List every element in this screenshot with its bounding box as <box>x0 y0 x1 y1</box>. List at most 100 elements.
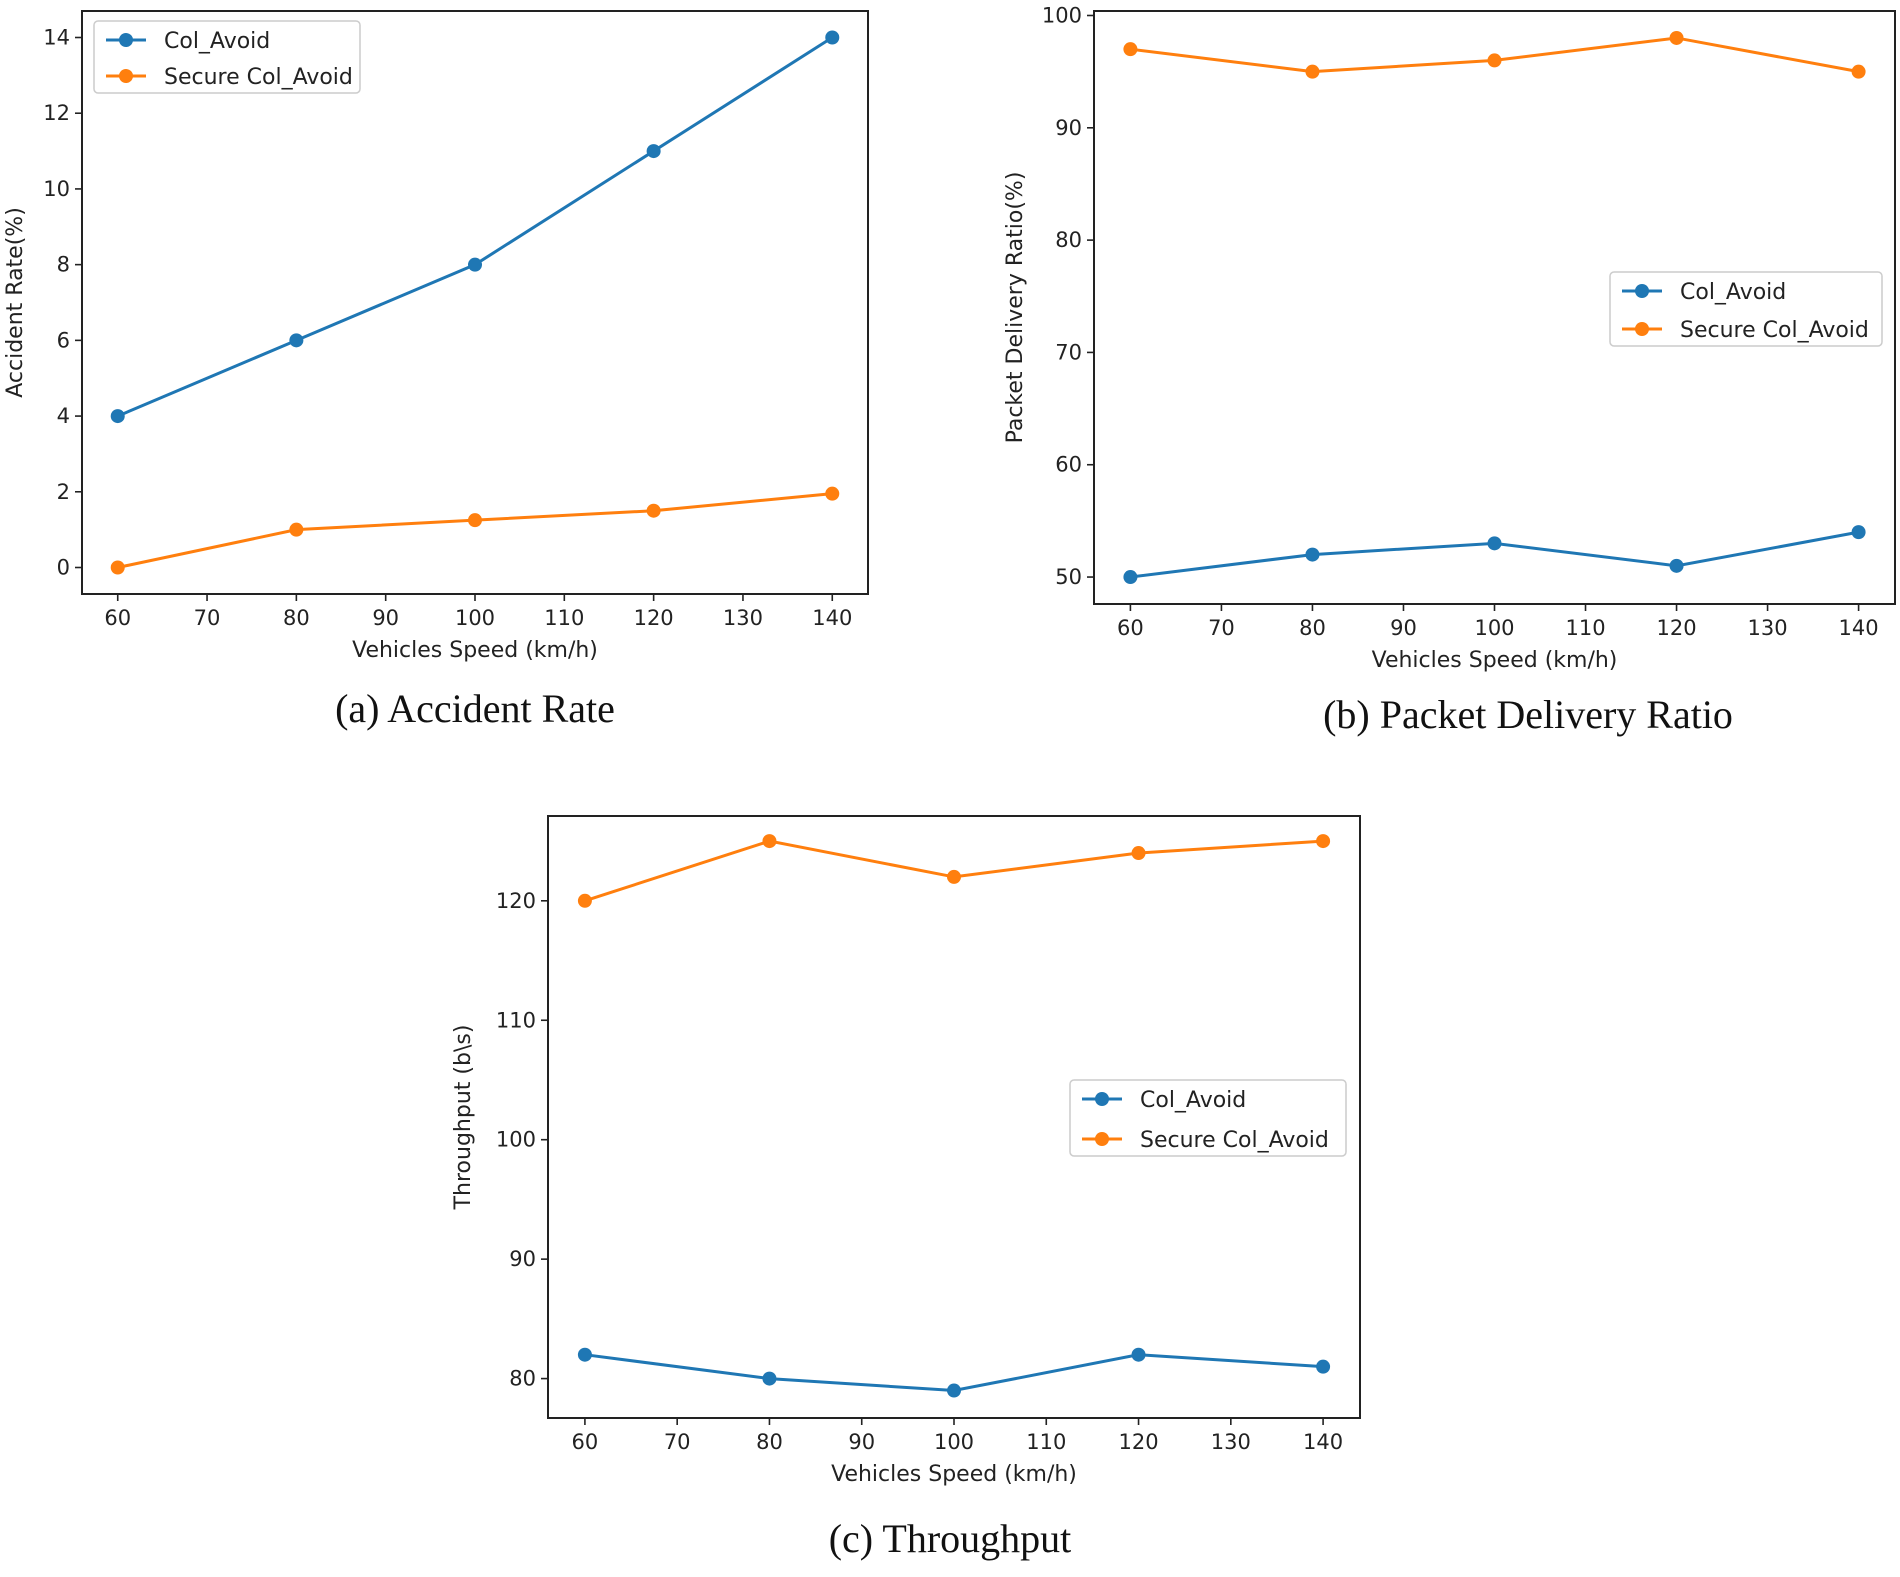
x-tick-label: 60 <box>1117 616 1144 640</box>
x-axis-label: Vehicles Speed (km/h) <box>352 638 598 663</box>
y-tick-label: 90 <box>509 1247 536 1271</box>
legend-label-col-avoid: Col_Avoid <box>1140 1088 1246 1113</box>
x-tick-label: 70 <box>194 606 221 630</box>
data-point-col-avoid <box>1851 525 1866 540</box>
legend-marker-secure-col-avoid <box>1635 322 1649 336</box>
legend-box <box>1609 271 1883 347</box>
x-tick-label: 90 <box>372 606 399 630</box>
x-tick-label: 140 <box>812 606 852 630</box>
series-line-col-avoid <box>117 36 834 418</box>
y-tick-label: 80 <box>509 1367 536 1391</box>
data-point-col-avoid <box>825 30 840 45</box>
x-tick-label: 110 <box>1565 616 1605 640</box>
y-tick-label: 2 <box>57 480 70 504</box>
y-tick-label: 10 <box>43 177 70 201</box>
data-point-col-avoid <box>1123 570 1138 585</box>
x-tick-label: 120 <box>1118 1430 1158 1454</box>
legend-marker-col-avoid <box>1095 1092 1109 1106</box>
data-point-secure-col-avoid <box>1669 30 1684 45</box>
panel-caption: (a) Accident Rate <box>335 686 615 731</box>
y-tick-label: 90 <box>1055 116 1082 140</box>
legend-label-secure-col-avoid: Secure Col_Avoid <box>1140 1128 1329 1153</box>
y-tick-label: 60 <box>1055 453 1082 477</box>
x-tick-label: 120 <box>634 606 674 630</box>
legend-label-secure-col-avoid: Secure Col_Avoid <box>1680 318 1869 343</box>
x-tick-label: 70 <box>1208 616 1235 640</box>
legend-label-col-avoid: Col_Avoid <box>1680 280 1786 305</box>
x-tick-label: 60 <box>572 1430 599 1454</box>
data-point-col-avoid <box>110 409 125 424</box>
y-axis-label: Packet Delivery Ratio(%) <box>1003 172 1028 444</box>
y-tick-label: 6 <box>57 328 70 352</box>
legend-box <box>93 20 361 94</box>
data-point-secure-col-avoid <box>947 869 961 884</box>
y-tick-label: 120 <box>496 889 536 913</box>
data-point-col-avoid <box>289 333 304 348</box>
y-tick-label: 0 <box>57 556 70 580</box>
data-point-col-avoid <box>1131 1347 1146 1362</box>
panel-caption: (c) Throughput <box>829 1516 1072 1561</box>
data-point-secure-col-avoid <box>577 893 592 908</box>
x-axis-label: Vehicles Speed (km/h) <box>831 1462 1077 1487</box>
legend-marker-col-avoid <box>119 33 133 47</box>
legend-box <box>1069 1079 1347 1157</box>
x-axis-label: Vehicles Speed (km/h) <box>1372 648 1618 673</box>
x-tick-label: 110 <box>544 606 584 630</box>
data-point-col-avoid <box>468 257 482 272</box>
data-point-secure-col-avoid <box>289 522 304 537</box>
x-tick-label: 100 <box>934 1430 974 1454</box>
data-point-secure-col-avoid <box>1487 53 1502 68</box>
y-tick-label: 50 <box>1055 565 1082 589</box>
x-tick-label: 130 <box>1748 616 1788 640</box>
data-point-col-avoid <box>762 1371 777 1386</box>
x-tick-label: 130 <box>723 606 763 630</box>
x-tick-label: 140 <box>1839 616 1879 640</box>
series-line-secure-col-avoid <box>117 492 833 569</box>
x-tick-label: 90 <box>1390 616 1417 640</box>
data-point-secure-col-avoid <box>110 560 125 575</box>
y-tick-label: 100 <box>1042 3 1082 27</box>
data-point-col-avoid <box>577 1347 592 1362</box>
y-tick-label: 12 <box>43 101 70 125</box>
legend-label-col-avoid: Col_Avoid <box>164 29 270 54</box>
data-point-col-avoid <box>646 144 661 159</box>
x-tick-label: 70 <box>664 1430 691 1454</box>
x-tick-label: 80 <box>283 606 310 630</box>
x-tick-label: 90 <box>848 1430 875 1454</box>
data-point-secure-col-avoid <box>1316 834 1331 849</box>
data-point-secure-col-avoid <box>1131 846 1146 861</box>
legend-marker-secure-col-avoid <box>119 69 133 83</box>
data-point-secure-col-avoid <box>1123 42 1138 57</box>
data-point-col-avoid <box>1669 558 1684 573</box>
y-axis-label: Accident Rate(%) <box>3 207 28 398</box>
x-tick-label: 60 <box>104 606 131 630</box>
y-axis-label: Throughput (b\s) <box>451 1025 476 1211</box>
legend-label-secure-col-avoid: Secure Col_Avoid <box>164 65 353 90</box>
x-tick-label: 130 <box>1211 1430 1251 1454</box>
legend-marker-secure-col-avoid <box>1095 1132 1109 1146</box>
x-tick-label: 80 <box>1299 616 1326 640</box>
data-point-col-avoid <box>1316 1359 1331 1374</box>
y-tick-label: 110 <box>496 1008 536 1032</box>
data-point-secure-col-avoid <box>762 834 777 849</box>
data-point-secure-col-avoid <box>646 503 661 518</box>
x-tick-label: 120 <box>1656 616 1696 640</box>
y-tick-label: 14 <box>43 26 70 50</box>
x-tick-label: 110 <box>1026 1430 1066 1454</box>
panel-caption: (b) Packet Delivery Ratio <box>1323 692 1733 737</box>
x-tick-label: 100 <box>1474 616 1514 640</box>
x-tick-label: 80 <box>756 1430 783 1454</box>
data-point-col-avoid <box>1487 536 1502 551</box>
panel-packet-delivery-ratio: 60 70 80 90 100 110 120 130 140 50 60 70 80 90 100 Vehi… <box>1003 3 1896 737</box>
y-tick-label: 70 <box>1055 340 1082 364</box>
data-point-secure-col-avoid <box>1305 64 1320 79</box>
data-point-col-avoid <box>947 1383 961 1398</box>
data-point-col-avoid <box>1305 547 1320 562</box>
y-tick-label: 4 <box>57 404 70 428</box>
panel-accident-rate: 60 70 80 90 100 110 120 130 140 0 2 4 6 8 10 12 14 Vehicl… <box>3 10 869 731</box>
y-tick-label: 100 <box>496 1128 536 1152</box>
panel-throughput: 60 70 80 90 100 110 120 130 140 80 90 100 110 120 Vehi… <box>451 815 1361 1561</box>
x-tick-label: 140 <box>1303 1430 1343 1454</box>
y-tick-label: 80 <box>1055 228 1082 252</box>
